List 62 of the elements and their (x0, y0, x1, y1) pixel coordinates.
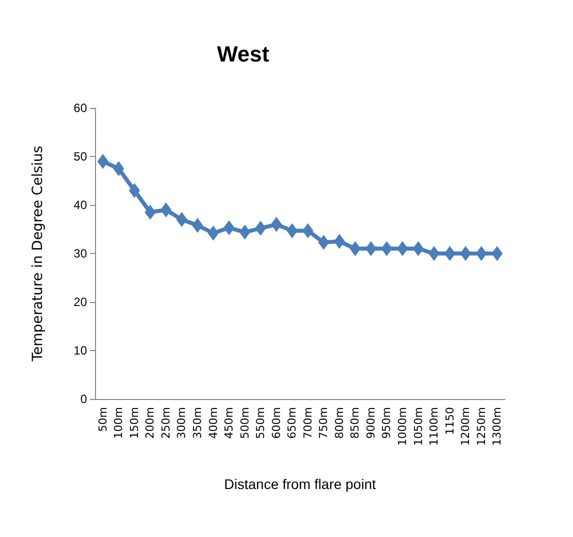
y-tick-label: 60 (74, 101, 88, 115)
x-tick-label: 450m (222, 407, 236, 439)
x-tick-label: 650m (286, 407, 299, 439)
point (381, 241, 392, 256)
x-tick-label: 100m (112, 407, 126, 439)
point (97, 154, 108, 169)
point (412, 241, 424, 256)
x-tick-label: 600m (270, 407, 283, 439)
y-tick-label: 0 (80, 392, 88, 406)
chart-title: West (217, 42, 270, 66)
point (350, 241, 361, 256)
point (397, 241, 408, 256)
y-tick-label: 10 (74, 344, 88, 358)
x-tick-label: 550m (254, 407, 268, 439)
point (176, 212, 188, 228)
point (460, 246, 472, 261)
point (255, 220, 266, 236)
point (286, 223, 298, 238)
x-tick-label: 850m (348, 407, 362, 439)
x-tick-label: 700m (301, 407, 314, 439)
y-tick-label: 30 (74, 246, 88, 260)
x-tick-label: 1100m (428, 407, 441, 446)
point (318, 234, 330, 250)
point (144, 204, 156, 220)
x-tick-label: 400m (206, 407, 220, 439)
point (160, 202, 172, 218)
point (492, 246, 503, 261)
point (208, 226, 219, 241)
x-tick-label: 1200m (459, 407, 472, 446)
point (270, 216, 282, 232)
y-axis-title: Temperature in Degree Celsius (30, 146, 46, 362)
point (428, 246, 440, 261)
x-tick-label: 200m (144, 407, 157, 439)
x-tick-label: 250m (159, 407, 172, 439)
y-tick-label: 20 (74, 295, 88, 309)
x-tick-label: 950m (380, 407, 394, 439)
x-tick-label: 500m (238, 407, 252, 439)
x-tick-label: 150m (128, 407, 141, 439)
x-tick-label: 1000m (396, 407, 409, 446)
point (128, 182, 140, 198)
point (113, 161, 124, 176)
point (302, 223, 314, 238)
x-tick-label: 1300m (490, 407, 504, 446)
point (239, 224, 250, 240)
point (476, 246, 487, 261)
point (365, 241, 376, 256)
x-tick-label: 350m (191, 407, 204, 439)
point (224, 220, 235, 236)
x-tick-label: 1250m (474, 407, 488, 446)
y-tick-label: 40 (74, 198, 88, 212)
x-tick-label: 1150 (443, 407, 456, 435)
x-tick-label: 300m (175, 407, 188, 439)
point (444, 246, 456, 261)
y-tick-label: 50 (74, 150, 88, 164)
x-tick-label: 750m (317, 407, 330, 439)
point (192, 218, 203, 233)
x-tick-label: 900m (364, 407, 378, 439)
point (334, 234, 345, 249)
x-tick-label: 50m (96, 407, 110, 432)
x-axis-title: Distance from flare point (224, 476, 376, 492)
x-tick-label: 800m (332, 407, 346, 439)
x-tick-label: 1050m (412, 407, 425, 446)
